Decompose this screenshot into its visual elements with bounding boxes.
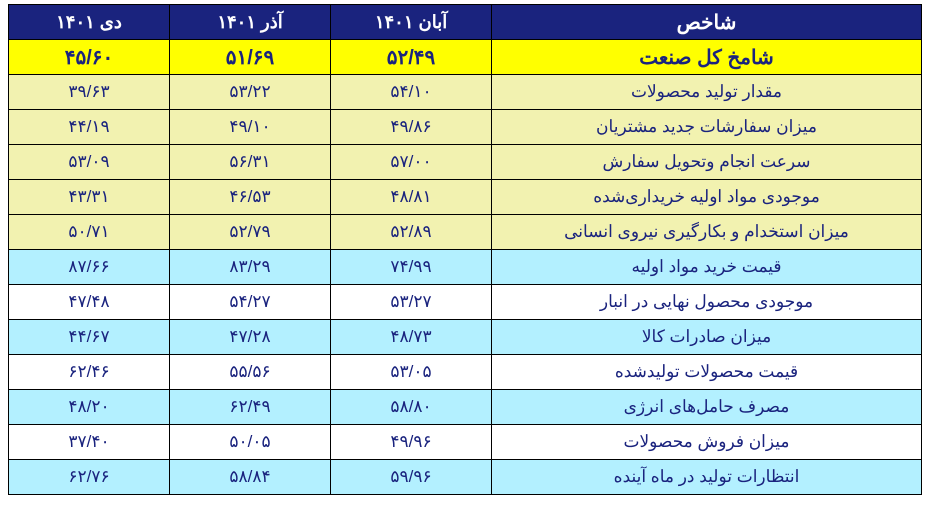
row-value: ۵۲/۸۹	[331, 215, 492, 250]
row-label: میزان استخدام و بکارگیری نیروی انسانی	[492, 215, 922, 250]
row-value: ۵۹/۹۶	[331, 460, 492, 495]
row-value: ۴۸/۲۰	[9, 390, 170, 425]
pmi-table: شاخص آبان ۱۴۰۱ آذر ۱۴۰۱ دی ۱۴۰۱ شامخ کل …	[8, 4, 922, 495]
row-value: ۴۸/۷۳	[331, 320, 492, 355]
row-label: میزان سفارشات جدید مشتریان	[492, 110, 922, 145]
row-value: ۶۲/۴۶	[9, 355, 170, 390]
row-label: انتظارات تولید در ماه آینده	[492, 460, 922, 495]
table-row: میزان فروش محصولات۴۹/۹۶۵۰/۰۵۳۷/۴۰	[9, 425, 922, 460]
header-row: شاخص آبان ۱۴۰۱ آذر ۱۴۰۱ دی ۱۴۰۱	[9, 5, 922, 40]
table-body: شامخ کل صنعت ۵۲/۴۹ ۵۱/۶۹ ۴۵/۶۰ مقدار تول…	[9, 40, 922, 495]
row-label: موجودی محصول نهایی در انبار	[492, 285, 922, 320]
row-label: موجودی مواد اولیه خریداری‌شده	[492, 180, 922, 215]
table-row: میزان سفارشات جدید مشتریان۴۹/۸۶۴۹/۱۰۴۴/۱…	[9, 110, 922, 145]
row-value: ۵۳/۰۹	[9, 145, 170, 180]
row-label: میزان صادرات کالا	[492, 320, 922, 355]
row-value: ۵۴/۱۰	[331, 75, 492, 110]
total-row: شامخ کل صنعت ۵۲/۴۹ ۵۱/۶۹ ۴۵/۶۰	[9, 40, 922, 75]
row-value: ۵۴/۲۷	[170, 285, 331, 320]
table-row: موجودی مواد اولیه خریداری‌شده۴۸/۸۱۴۶/۵۳۴…	[9, 180, 922, 215]
row-value: ۵۰/۷۱	[9, 215, 170, 250]
table-row: مصرف حامل‌های انرژی۵۸/۸۰۶۲/۴۹۴۸/۲۰	[9, 390, 922, 425]
row-label: مصرف حامل‌های انرژی	[492, 390, 922, 425]
total-value-0: ۵۲/۴۹	[331, 40, 492, 75]
row-value: ۶۲/۴۹	[170, 390, 331, 425]
row-value: ۸۳/۲۹	[170, 250, 331, 285]
row-value: ۴۶/۵۳	[170, 180, 331, 215]
total-value-1: ۵۱/۶۹	[170, 40, 331, 75]
table-row: موجودی محصول نهایی در انبار۵۳/۲۷۵۴/۲۷۴۷/…	[9, 285, 922, 320]
table-row: قیمت خرید مواد اولیه۷۴/۹۹۸۳/۲۹۸۷/۶۶	[9, 250, 922, 285]
table-row: سرعت انجام وتحویل سفارش۵۷/۰۰۵۶/۳۱۵۳/۰۹	[9, 145, 922, 180]
row-value: ۵۲/۷۹	[170, 215, 331, 250]
row-label: سرعت انجام وتحویل سفارش	[492, 145, 922, 180]
header-month-2: دی ۱۴۰۱	[9, 5, 170, 40]
table-row: میزان صادرات کالا۴۸/۷۳۴۷/۲۸۴۴/۶۷	[9, 320, 922, 355]
table-header: شاخص آبان ۱۴۰۱ آذر ۱۴۰۱ دی ۱۴۰۱	[9, 5, 922, 40]
row-value: ۵۰/۰۵	[170, 425, 331, 460]
row-value: ۵۵/۵۶	[170, 355, 331, 390]
header-month-0: آبان ۱۴۰۱	[331, 5, 492, 40]
table-container: شاخص آبان ۱۴۰۱ آذر ۱۴۰۱ دی ۱۴۰۱ شامخ کل …	[0, 0, 930, 499]
row-value: ۷۴/۹۹	[331, 250, 492, 285]
table-row: مقدار تولید محصولات۵۴/۱۰۵۳/۲۲۳۹/۶۳	[9, 75, 922, 110]
row-label: مقدار تولید محصولات	[492, 75, 922, 110]
row-value: ۵۸/۸۴	[170, 460, 331, 495]
row-value: ۸۷/۶۶	[9, 250, 170, 285]
table-row: میزان استخدام و بکارگیری نیروی انسانی۵۲/…	[9, 215, 922, 250]
row-value: ۵۳/۲۷	[331, 285, 492, 320]
row-value: ۴۴/۱۹	[9, 110, 170, 145]
table-row: قیمت محصولات تولیدشده۵۳/۰۵۵۵/۵۶۶۲/۴۶	[9, 355, 922, 390]
row-value: ۳۹/۶۳	[9, 75, 170, 110]
row-value: ۳۷/۴۰	[9, 425, 170, 460]
header-index: شاخص	[492, 5, 922, 40]
row-value: ۵۳/۰۵	[331, 355, 492, 390]
row-value: ۵۸/۸۰	[331, 390, 492, 425]
row-value: ۵۶/۳۱	[170, 145, 331, 180]
row-value: ۶۲/۷۶	[9, 460, 170, 495]
row-value: ۴۳/۳۱	[9, 180, 170, 215]
row-label: قیمت خرید مواد اولیه	[492, 250, 922, 285]
row-value: ۴۷/۴۸	[9, 285, 170, 320]
row-label: قیمت محصولات تولیدشده	[492, 355, 922, 390]
header-month-1: آذر ۱۴۰۱	[170, 5, 331, 40]
row-value: ۵۳/۲۲	[170, 75, 331, 110]
row-value: ۵۷/۰۰	[331, 145, 492, 180]
total-value-2: ۴۵/۶۰	[9, 40, 170, 75]
total-label: شامخ کل صنعت	[492, 40, 922, 75]
row-value: ۴۸/۸۱	[331, 180, 492, 215]
table-row: انتظارات تولید در ماه آینده۵۹/۹۶۵۸/۸۴۶۲/…	[9, 460, 922, 495]
row-label: میزان فروش محصولات	[492, 425, 922, 460]
row-value: ۴۹/۸۶	[331, 110, 492, 145]
row-value: ۴۹/۱۰	[170, 110, 331, 145]
row-value: ۴۷/۲۸	[170, 320, 331, 355]
row-value: ۴۹/۹۶	[331, 425, 492, 460]
row-value: ۴۴/۶۷	[9, 320, 170, 355]
